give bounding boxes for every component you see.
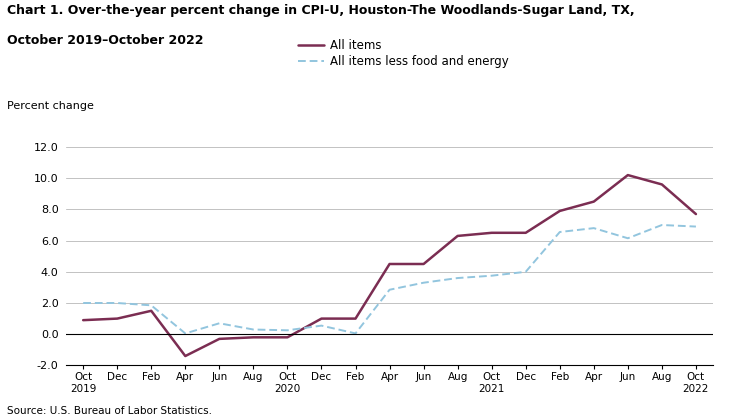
All items	[453, 234, 462, 239]
Text: Percent change: Percent change	[7, 101, 94, 111]
All items less food and energy	[487, 273, 496, 278]
All items	[623, 173, 632, 178]
Line: All items less food and energy: All items less food and energy	[83, 225, 696, 333]
Text: Chart 1. Over-the-year percent change in CPI-U, Houston-The Woodlands-Sugar Land: Chart 1. Over-the-year percent change in…	[7, 4, 635, 17]
Line: All items: All items	[83, 175, 696, 356]
All items	[385, 262, 394, 267]
All items less food and energy	[623, 236, 632, 241]
Text: Source: U.S. Bureau of Labor Statistics.: Source: U.S. Bureau of Labor Statistics.	[7, 406, 212, 416]
All items	[487, 230, 496, 235]
All items less food and energy	[351, 331, 360, 336]
All items less food and energy	[181, 331, 190, 336]
All items less food and energy	[215, 321, 223, 326]
All items less food and energy	[453, 276, 462, 281]
All items	[215, 336, 223, 341]
Text: October 2019–October 2022: October 2019–October 2022	[7, 34, 204, 47]
All items less food and energy	[385, 287, 394, 292]
All items less food and energy	[249, 327, 258, 332]
All items less food and energy	[79, 300, 87, 305]
All items less food and energy	[283, 328, 292, 333]
All items	[351, 316, 360, 321]
All items	[589, 199, 598, 204]
All items less food and energy	[556, 229, 564, 234]
All items	[556, 208, 564, 213]
All items less food and energy	[419, 280, 428, 285]
All items	[79, 318, 87, 323]
All items	[112, 316, 121, 321]
All items	[249, 335, 258, 340]
All items	[283, 335, 292, 340]
All items less food and energy	[658, 223, 667, 228]
All items less food and energy	[521, 269, 530, 274]
All items	[419, 262, 428, 267]
All items less food and energy	[112, 300, 121, 305]
All items	[147, 308, 156, 313]
All items less food and energy	[147, 303, 156, 308]
All items less food and energy	[589, 226, 598, 231]
All items	[317, 316, 326, 321]
Legend: All items, All items less food and energy: All items, All items less food and energ…	[298, 39, 509, 68]
All items	[181, 354, 190, 359]
All items less food and energy	[317, 323, 326, 328]
All items less food and energy	[692, 224, 700, 229]
All items	[692, 212, 700, 217]
All items	[658, 182, 667, 187]
All items	[521, 230, 530, 235]
